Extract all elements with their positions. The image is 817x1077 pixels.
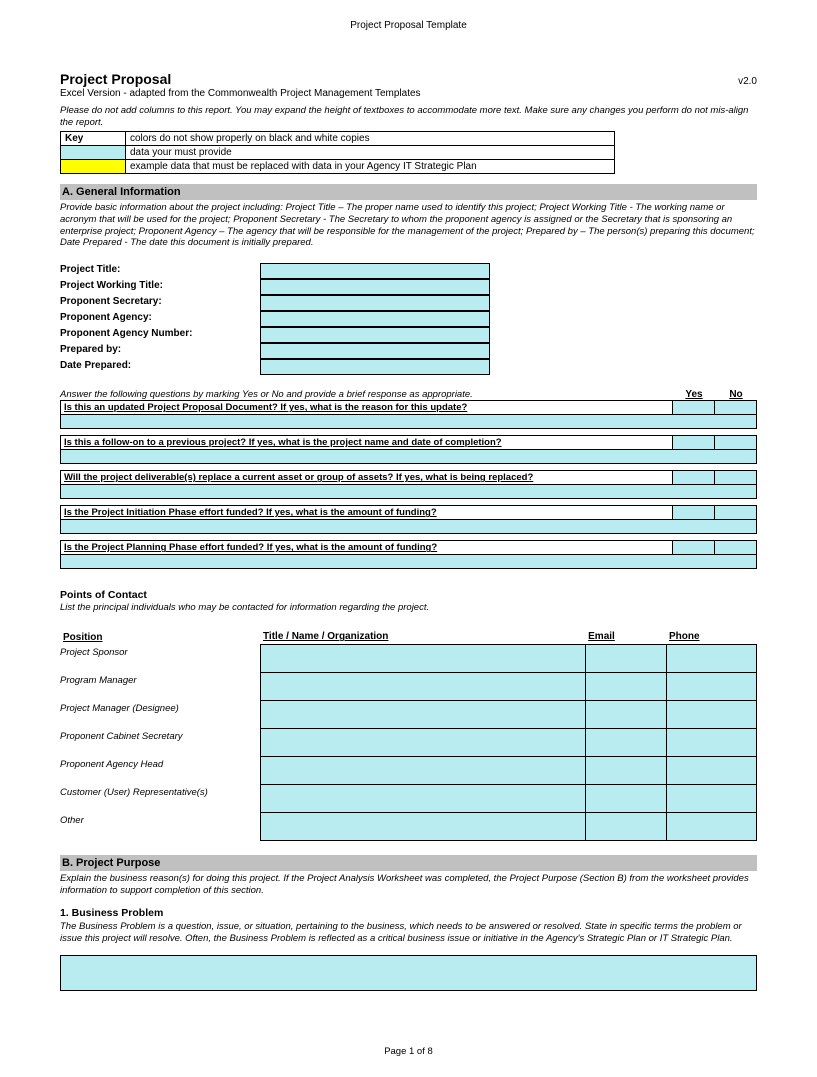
field-label: Proponent Agency Number: <box>60 327 260 343</box>
section-a-note: Provide basic information about the proj… <box>60 202 757 250</box>
field-label: Project Working Title: <box>60 279 260 295</box>
poc-position: Project Sponsor <box>60 645 260 673</box>
poc-input[interactable] <box>666 673 756 701</box>
question-no-cell[interactable] <box>714 401 756 414</box>
no-column-header: No <box>715 389 757 400</box>
question-text: Will the project deliverable(s) replace … <box>61 471 672 484</box>
question-text: Is the Project Initiation Phase effort f… <box>61 506 672 519</box>
yes-no-instruction: Answer the following questions by markin… <box>60 389 673 400</box>
points-of-contact-title: Points of Contact <box>60 589 757 601</box>
field-label: Project Title: <box>60 263 260 279</box>
poc-header-position: Position <box>60 629 260 645</box>
key-row-note: colors do not show properly on black and… <box>126 131 615 145</box>
key-row-example: example data that must be replaced with … <box>126 159 615 173</box>
question-no-cell[interactable] <box>714 541 756 554</box>
points-of-contact-table: Position Title / Name / Organization Ema… <box>60 629 757 841</box>
poc-input[interactable] <box>260 673 585 701</box>
poc-input[interactable] <box>260 757 585 785</box>
poc-position: Project Manager (Designee) <box>60 701 260 729</box>
poc-input[interactable] <box>585 813 666 841</box>
poc-header-email: Email <box>585 629 666 645</box>
key-row-data: data your must provide <box>126 145 615 159</box>
poc-input[interactable] <box>666 757 756 785</box>
poc-position: Proponent Agency Head <box>60 757 260 785</box>
page-header: Project Proposal Template <box>60 20 757 31</box>
key-color-data <box>61 145 126 159</box>
poc-position: Customer (User) Representative(s) <box>60 785 260 813</box>
question-no-cell[interactable] <box>714 436 756 449</box>
poc-input[interactable] <box>585 757 666 785</box>
question-yes-cell[interactable] <box>672 436 714 449</box>
question-answer-input[interactable] <box>60 520 757 534</box>
poc-input[interactable] <box>585 701 666 729</box>
field-label: Date Prepared: <box>60 359 260 375</box>
key-label: Key <box>61 131 126 145</box>
proponent-agency-input[interactable] <box>260 311 490 327</box>
poc-input[interactable] <box>260 729 585 757</box>
date-prepared-input[interactable] <box>260 359 490 375</box>
business-problem-input[interactable] <box>60 955 757 991</box>
proponent-secretary-input[interactable] <box>260 295 490 311</box>
poc-position: Proponent Cabinet Secretary <box>60 729 260 757</box>
question-text: Is this an updated Project Proposal Docu… <box>61 401 672 414</box>
question-yes-cell[interactable] <box>672 541 714 554</box>
prepared-by-input[interactable] <box>260 343 490 359</box>
question-yes-cell[interactable] <box>672 471 714 484</box>
field-label: Proponent Agency: <box>60 311 260 327</box>
poc-input[interactable] <box>666 785 756 813</box>
section-a-header: A. General Information <box>60 184 757 200</box>
section-b-note: Explain the business reason(s) for doing… <box>60 873 757 897</box>
field-label: Prepared by: <box>60 343 260 359</box>
question-no-cell[interactable] <box>714 471 756 484</box>
question-text: Is this a follow-on to a previous projec… <box>61 436 672 449</box>
field-label: Proponent Secretary: <box>60 295 260 311</box>
poc-position: Program Manager <box>60 673 260 701</box>
yes-column-header: Yes <box>673 389 715 400</box>
poc-header-title: Title / Name / Organization <box>260 629 585 645</box>
poc-input[interactable] <box>260 785 585 813</box>
poc-input[interactable] <box>585 785 666 813</box>
poc-input[interactable] <box>260 813 585 841</box>
document-title: Project Proposal <box>60 71 171 87</box>
proponent-agency-number-input[interactable] <box>260 327 490 343</box>
poc-input[interactable] <box>585 645 666 673</box>
poc-position: Other <box>60 813 260 841</box>
section-b-header: B. Project Purpose <box>60 855 757 871</box>
poc-input[interactable] <box>666 701 756 729</box>
poc-input[interactable] <box>666 645 756 673</box>
version-label: v2.0 <box>738 76 757 87</box>
poc-input[interactable] <box>260 701 585 729</box>
top-instruction-note: Please do not add columns to this report… <box>60 105 757 129</box>
poc-input[interactable] <box>260 645 585 673</box>
key-legend-table: Key colors do not show properly on black… <box>60 131 615 174</box>
project-title-input[interactable] <box>260 263 490 279</box>
poc-input[interactable] <box>585 729 666 757</box>
key-color-example <box>61 159 126 173</box>
poc-header-phone: Phone <box>666 629 756 645</box>
question-answer-input[interactable] <box>60 555 757 569</box>
business-problem-title: 1. Business Problem <box>60 907 757 919</box>
question-answer-input[interactable] <box>60 485 757 499</box>
project-working-title-input[interactable] <box>260 279 490 295</box>
document-subtitle: Excel Version - adapted from the Commonw… <box>60 88 757 99</box>
points-of-contact-note: List the principal individuals who may b… <box>60 602 757 613</box>
poc-input[interactable] <box>585 673 666 701</box>
poc-input[interactable] <box>666 813 756 841</box>
question-text: Is the Project Planning Phase effort fun… <box>61 541 672 554</box>
question-yes-cell[interactable] <box>672 506 714 519</box>
question-yes-cell[interactable] <box>672 401 714 414</box>
question-no-cell[interactable] <box>714 506 756 519</box>
question-answer-input[interactable] <box>60 415 757 429</box>
business-problem-note: The Business Problem is a question, issu… <box>60 921 757 945</box>
poc-input[interactable] <box>666 729 756 757</box>
question-answer-input[interactable] <box>60 450 757 464</box>
page-footer: Page 1 of 8 <box>60 1046 757 1057</box>
